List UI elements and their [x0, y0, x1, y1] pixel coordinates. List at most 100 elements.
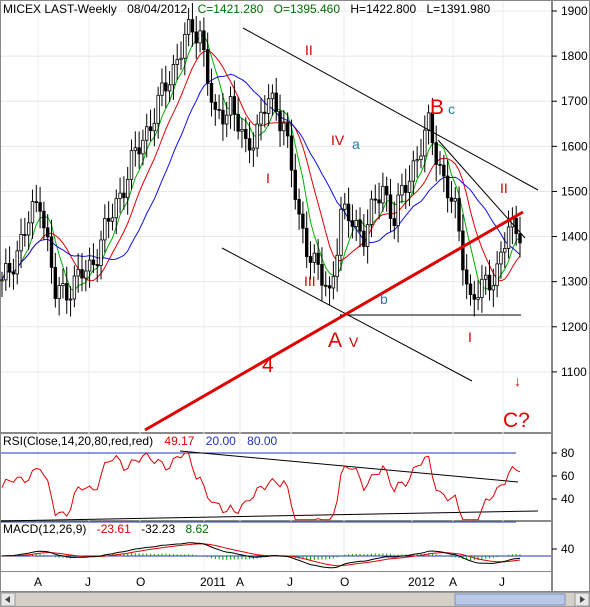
candle-body [430, 112, 435, 144]
candle-body [106, 218, 111, 222]
candle-body [91, 259, 96, 265]
candle-body [255, 123, 259, 149]
candle-body [228, 96, 233, 116]
candle-body [503, 248, 507, 253]
candle-body [114, 198, 118, 219]
candle-body [244, 128, 248, 140]
wave-label-small-c: c [448, 101, 455, 117]
candle-body [305, 227, 309, 257]
horizontal-scrollbar[interactable] [0, 592, 590, 607]
candle-body [217, 109, 221, 111]
grid-lines [1, 1, 551, 571]
candle-body [350, 220, 355, 227]
candle-body [34, 201, 38, 204]
price-axis-ticks: 1100 1200 1300 1400 1500 1600 1700 1800 1900 [552, 4, 588, 379]
candle-body [445, 175, 450, 199]
candle-body [381, 185, 385, 204]
x-tick-label: A [34, 575, 42, 589]
chevron-right-icon [580, 596, 585, 603]
candle-body [247, 138, 252, 151]
open-value: O=1395.460 [274, 2, 341, 16]
candle-body [407, 180, 412, 193]
candle-body [38, 202, 42, 212]
candle-body [225, 114, 229, 125]
rsi-upper-value: 80.00 [247, 434, 277, 448]
candle-body [221, 109, 225, 125]
macd-line [1, 542, 521, 569]
candle-body [11, 271, 16, 275]
rsi-axis-ticks: 40 60 80 [552, 446, 575, 506]
macd-signal-value: -32.23 [141, 522, 175, 536]
price-panel-frame [0, 0, 552, 433]
candle-body [327, 285, 332, 289]
candle-body [331, 276, 336, 289]
candle-body [358, 219, 362, 232]
x-axis-strip [0, 571, 552, 592]
candle-body [354, 219, 358, 227]
candle-body [301, 213, 305, 229]
rsi-tick-label: 40 [561, 492, 575, 506]
candle-body [487, 274, 492, 291]
candle-body [164, 82, 168, 92]
rsi-tick-label: 60 [561, 469, 575, 483]
candle-body [209, 82, 214, 103]
candle-body [213, 101, 217, 110]
candle-body [404, 184, 408, 193]
candle-body [80, 269, 84, 279]
candle-body [484, 274, 488, 280]
candle-body [365, 224, 370, 247]
candle-body [4, 262, 8, 281]
high-value: H=1422.800 [350, 2, 416, 16]
candle-body [141, 139, 145, 155]
candle-body [103, 218, 107, 241]
candle-body [42, 210, 46, 229]
candle-body [514, 217, 518, 235]
candle-body [179, 57, 183, 61]
price-tick-label: 1900 [561, 4, 588, 18]
wave-label-i-left: I [266, 170, 270, 186]
rsi-tick-label: 80 [561, 446, 575, 460]
candle-body [110, 217, 115, 222]
price-tick-label: 1700 [561, 94, 588, 108]
candle-body [396, 194, 400, 227]
x-tick-label: J [287, 575, 293, 589]
macd-panel [1, 542, 551, 569]
macd-value: -23.61 [97, 522, 131, 536]
macd-hist-value: 8.62 [185, 522, 209, 536]
candle-body [464, 269, 469, 285]
x-tick-label: A [449, 575, 457, 589]
candle-body [145, 126, 149, 141]
candle-body [186, 19, 191, 35]
rsi-lower-trendline [0, 510, 539, 522]
candle-body [320, 263, 324, 286]
candle-body [316, 252, 320, 265]
candle-body [438, 163, 442, 166]
candle-body [61, 283, 65, 287]
price-tick-label: 1300 [561, 275, 588, 289]
candle-body [251, 147, 256, 151]
candle-body [419, 155, 423, 161]
candle-body [30, 201, 35, 224]
close-value: C=1421.280 [198, 2, 264, 16]
candle-body [499, 251, 503, 265]
upper-channel-line [242, 27, 539, 191]
x-axis-ticks: A J O 2011 A J O 2012 A J [34, 575, 505, 589]
scroll-thumb[interactable] [454, 593, 566, 606]
candle-body [23, 234, 27, 236]
candle-body [442, 164, 446, 177]
candle-body [53, 266, 58, 299]
wave-label-iv: IV [331, 132, 345, 148]
price-header: MICEX LAST-Weekly 08/04/2012 C=1421.280 … [3, 2, 491, 16]
candle-body [449, 197, 454, 202]
candle-body [495, 263, 499, 287]
candle-body [373, 198, 377, 201]
candle-body [480, 278, 484, 298]
candle-body [377, 199, 381, 204]
candle-body [171, 64, 176, 86]
candle-body [137, 147, 141, 155]
rsi-line [1, 452, 521, 521]
candle-body [236, 113, 240, 132]
candle-body [476, 297, 480, 300]
candle-body [384, 185, 389, 196]
